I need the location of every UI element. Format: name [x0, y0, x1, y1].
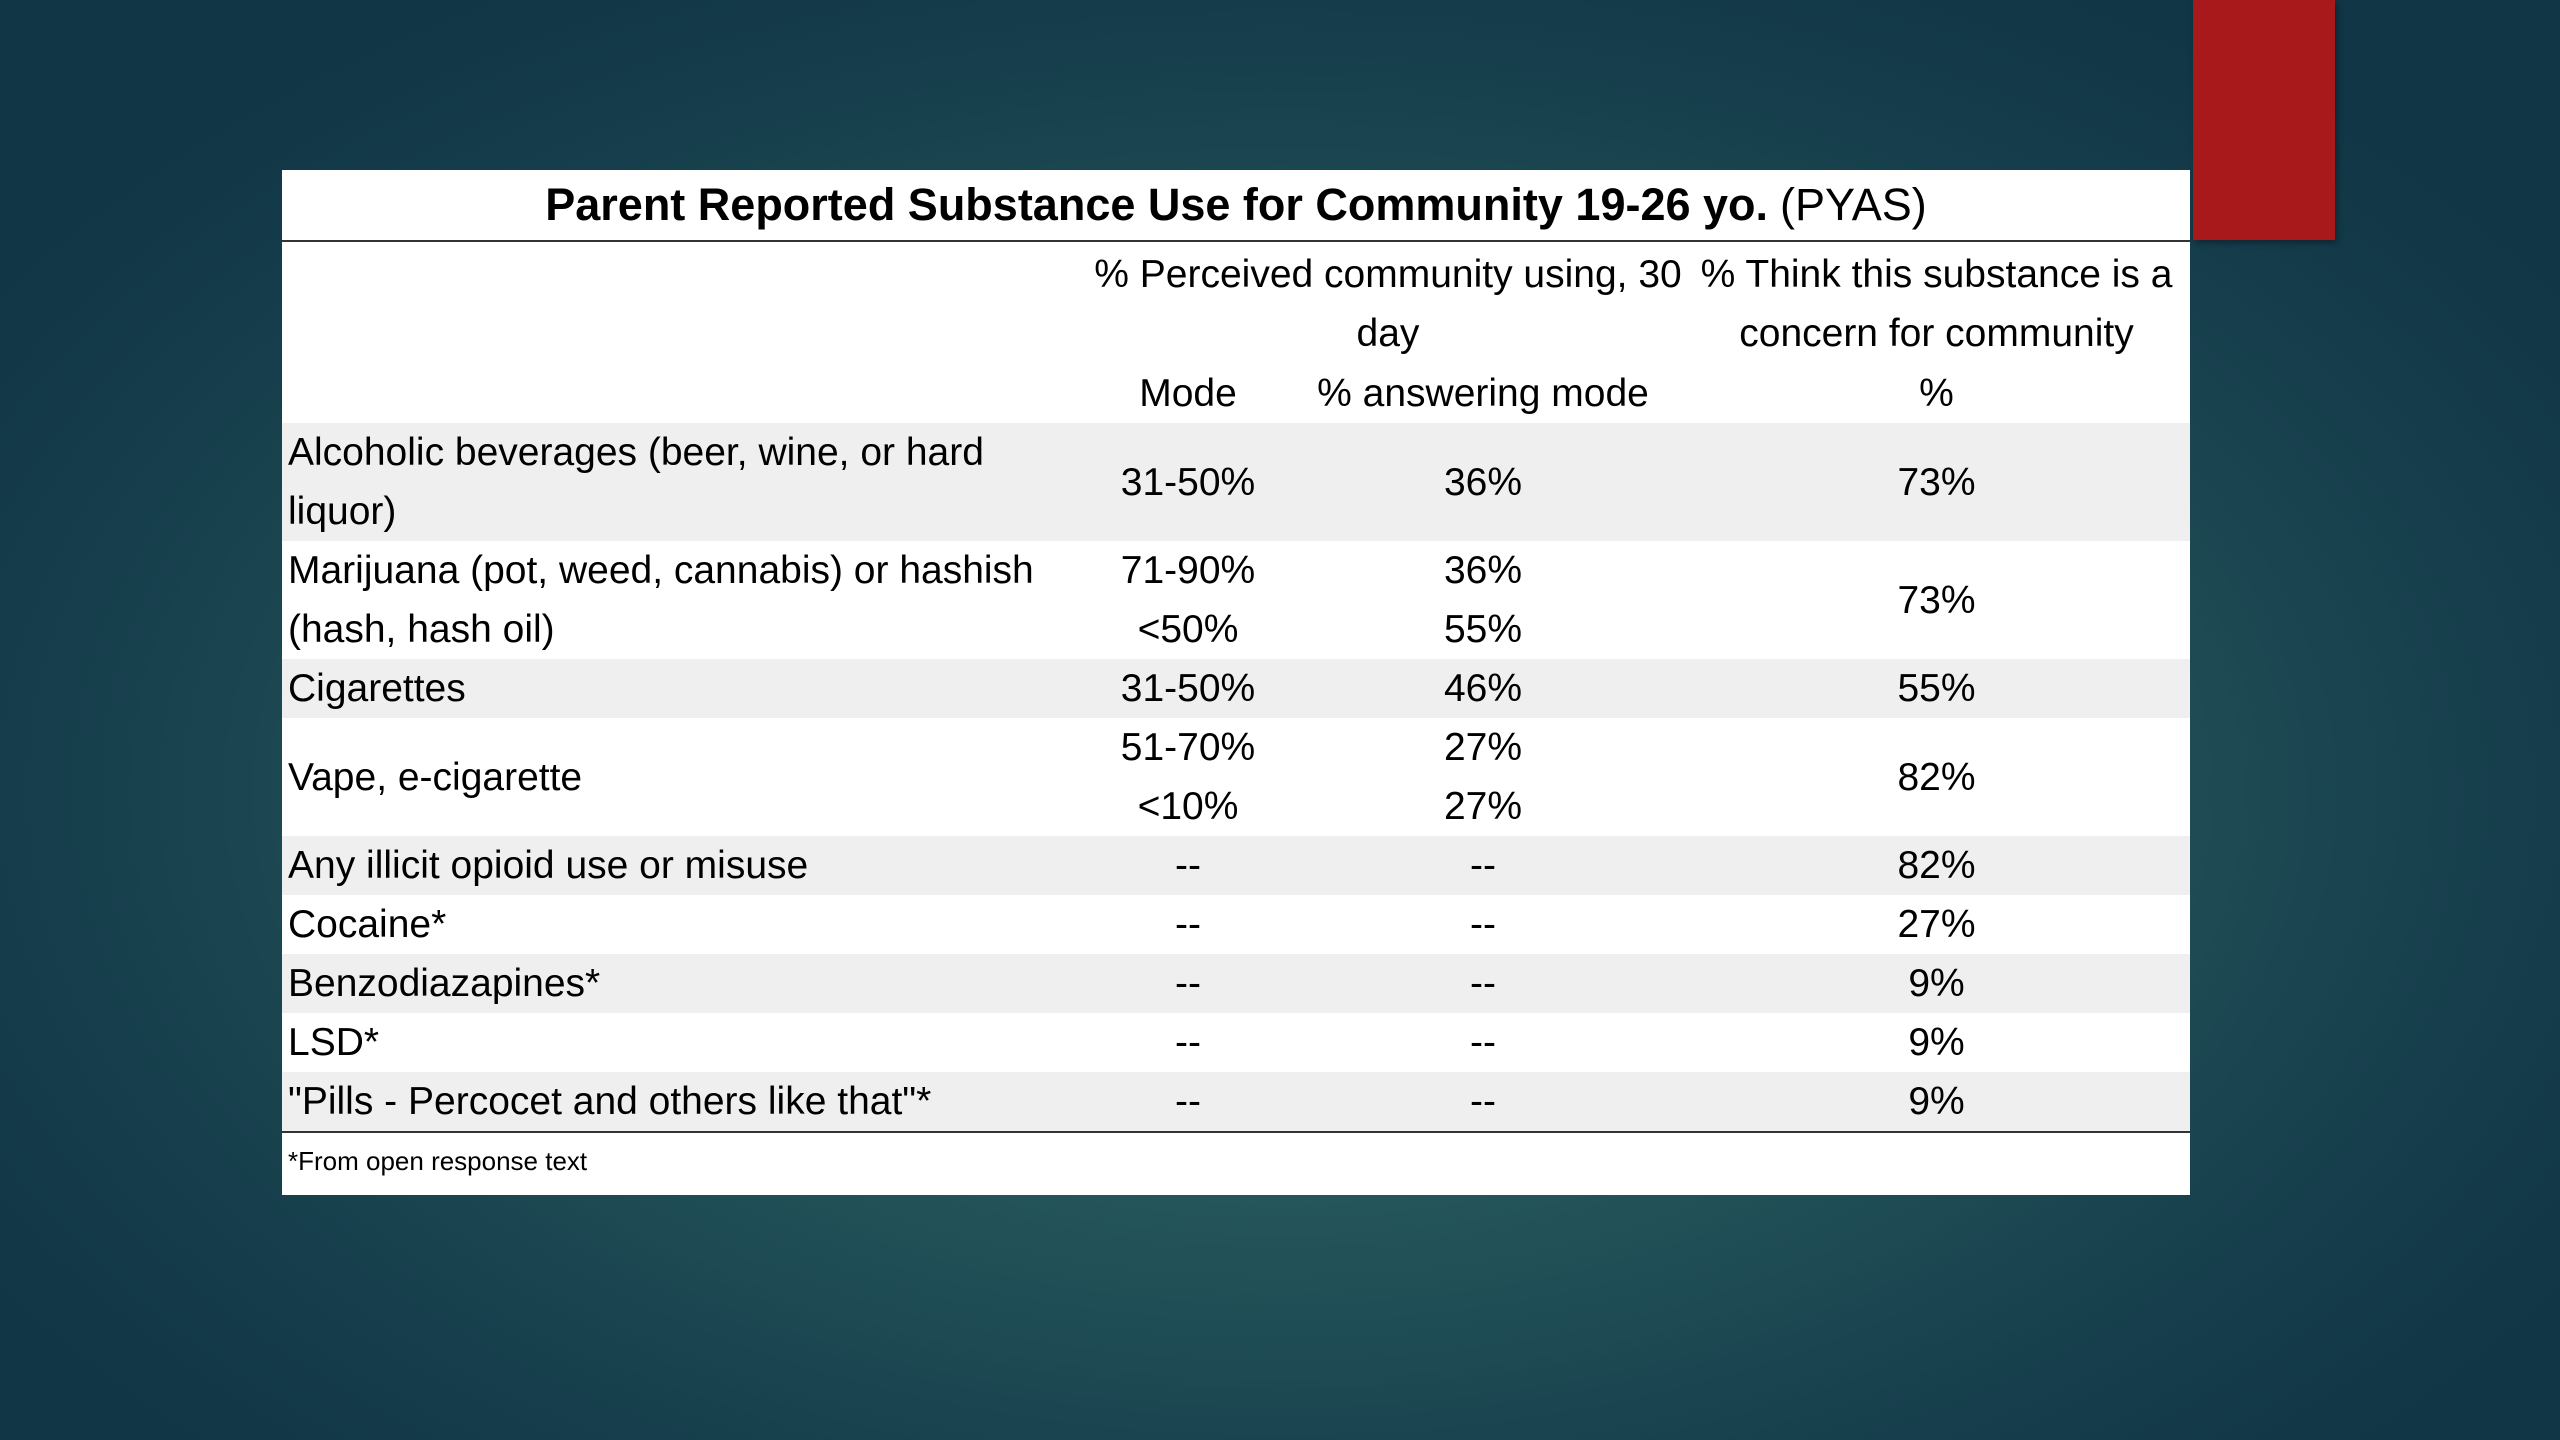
header-concern-pct: %	[1919, 372, 1954, 415]
substance-cell: Benzodiazapines*	[282, 954, 1093, 1013]
mode-cell: 31-50%	[1093, 423, 1283, 541]
concern-value: 9%	[1908, 962, 1965, 1005]
answering-mode-cell: --	[1283, 954, 1683, 1013]
mode-value: --	[1175, 903, 1201, 946]
header-concern-group: % Think this substance is a concern for …	[1700, 253, 2173, 355]
answering-mode-cell: --	[1283, 1013, 1683, 1072]
mode-value: 31-50%	[1120, 460, 1256, 504]
substance-cell: Alcoholic beverages (beer, wine, or hard…	[282, 423, 1093, 541]
mode-value: 31-50%	[1120, 667, 1256, 710]
mode-cell: --	[1093, 1072, 1283, 1131]
answering-mode-value: 46%	[1443, 667, 1523, 710]
table-row: Alcoholic beverages (beer, wine, or hard…	[282, 423, 2190, 541]
mode-value: --	[1175, 962, 1201, 1005]
mode-value: --	[1175, 1021, 1201, 1064]
header-answering-mode: % answering mode	[1317, 372, 1649, 415]
answering-mode-cell: 46%	[1283, 659, 1683, 718]
table-title-main: Parent Reported Substance Use for Commun…	[545, 179, 1769, 230]
mode-value: 51-70%	[1120, 726, 1256, 769]
table-row: LSD* -- -- 9%	[282, 1013, 2190, 1072]
table-body: Alcoholic beverages (beer, wine, or hard…	[282, 423, 2190, 1131]
mode-value: 71-90%	[1120, 549, 1256, 592]
table-row: Marijuana (pot, weed, cannabis) or hashi…	[282, 541, 2190, 659]
substance-label: Cigarettes	[288, 667, 466, 710]
answering-mode-cell: 36%	[1283, 423, 1683, 541]
mode-cell: --	[1093, 954, 1283, 1013]
substance-label: LSD*	[288, 1021, 380, 1064]
substance-label: Any illicit opioid use or misuse	[288, 844, 809, 887]
substance-label: Alcoholic beverages (beer, wine, or hard…	[288, 431, 984, 533]
header-mode: Mode	[1139, 372, 1237, 415]
concern-value: 9%	[1908, 1021, 1965, 1064]
mode-value: --	[1175, 1080, 1201, 1123]
mode-cell: --	[1093, 1013, 1283, 1072]
mode-cell: 51-70% <10%	[1093, 718, 1283, 836]
table-row: Cocaine* -- -- 27%	[282, 895, 2190, 954]
concern-cell: 9%	[1683, 954, 2190, 1013]
substance-cell: Cigarettes	[282, 659, 1093, 718]
answering-mode-value: --	[1470, 1080, 1496, 1123]
answering-mode-value: 36%	[1443, 460, 1523, 504]
answering-mode-value: --	[1470, 1021, 1496, 1064]
concern-value: 55%	[1897, 667, 1976, 710]
answering-mode-value: --	[1470, 903, 1496, 946]
mode-cell: 31-50%	[1093, 659, 1283, 718]
answering-mode-value: --	[1470, 962, 1496, 1005]
substance-label: "Pills - Percocet and others like that"*	[288, 1080, 932, 1123]
concern-cell: 27%	[1683, 895, 2190, 954]
substance-cell: Marijuana (pot, weed, cannabis) or hashi…	[282, 541, 1093, 659]
table-title: Parent Reported Substance Use for Commun…	[282, 170, 2190, 242]
concern-value: 82%	[1897, 844, 1976, 887]
substance-cell: Cocaine*	[282, 895, 1093, 954]
concern-cell: 55%	[1683, 659, 2190, 718]
substance-cell: Any illicit opioid use or misuse	[282, 836, 1093, 895]
mode-value: <50%	[1137, 608, 1239, 651]
mode-value: --	[1175, 844, 1201, 887]
mode-cell: 71-90% <50%	[1093, 541, 1283, 659]
concern-value: 73%	[1897, 460, 1976, 504]
answering-mode-value: 27%	[1443, 726, 1523, 769]
answering-mode-value: --	[1470, 844, 1496, 887]
footnote: *From open response text	[288, 1146, 588, 1176]
table-title-suffix: (PYAS)	[1780, 179, 1927, 230]
concern-cell: 9%	[1683, 1013, 2190, 1072]
answering-mode-value: 27%	[1443, 785, 1523, 828]
substance-cell: LSD*	[282, 1013, 1093, 1072]
concern-value: 73%	[1897, 578, 1976, 622]
table-row: "Pills - Percocet and others like that"*…	[282, 1072, 2190, 1131]
substance-cell: Vape, e-cigarette	[282, 718, 1093, 836]
answering-mode-value: 55%	[1443, 608, 1523, 651]
substance-label: Benzodiazapines*	[288, 962, 601, 1005]
answering-mode-cell: --	[1283, 836, 1683, 895]
table-row: Benzodiazapines* -- -- 9%	[282, 954, 2190, 1013]
concern-cell: 82%	[1683, 836, 2190, 895]
mode-cell: --	[1093, 895, 1283, 954]
substance-use-table: Parent Reported Substance Use for Commun…	[282, 170, 2190, 1195]
mode-cell: --	[1093, 836, 1283, 895]
concern-value: 82%	[1897, 755, 1976, 799]
answering-mode-cell: 36% 55%	[1283, 541, 1683, 659]
concern-cell: 73%	[1683, 423, 2190, 541]
table-row: Vape, e-cigarette 51-70% <10% 27% 27% 82%	[282, 718, 2190, 836]
answering-mode-cell: --	[1283, 1072, 1683, 1131]
concern-value: 9%	[1908, 1080, 1965, 1123]
substance-label: Cocaine*	[288, 903, 447, 946]
concern-cell: 9%	[1683, 1072, 2190, 1131]
substance-label: Vape, e-cigarette	[288, 755, 583, 799]
header-perceived-group: % Perceived community using, 30 day	[1094, 253, 1682, 355]
answering-mode-value: 36%	[1443, 549, 1523, 592]
substance-cell: "Pills - Percocet and others like that"*	[282, 1072, 1093, 1131]
answering-mode-cell: --	[1283, 895, 1683, 954]
concern-value: 27%	[1897, 903, 1976, 946]
bottom-rule	[282, 1131, 2190, 1133]
substance-label: Marijuana (pot, weed, cannabis) or hashi…	[288, 549, 1034, 651]
accent-bar	[2193, 0, 2335, 240]
answering-mode-cell: 27% 27%	[1283, 718, 1683, 836]
mode-value: <10%	[1137, 785, 1239, 828]
concern-cell: 73%	[1683, 541, 2190, 659]
table-row: Cigarettes 31-50% 46% 55%	[282, 659, 2190, 718]
table-row: Any illicit opioid use or misuse -- -- 82%	[282, 836, 2190, 895]
concern-cell: 82%	[1683, 718, 2190, 836]
